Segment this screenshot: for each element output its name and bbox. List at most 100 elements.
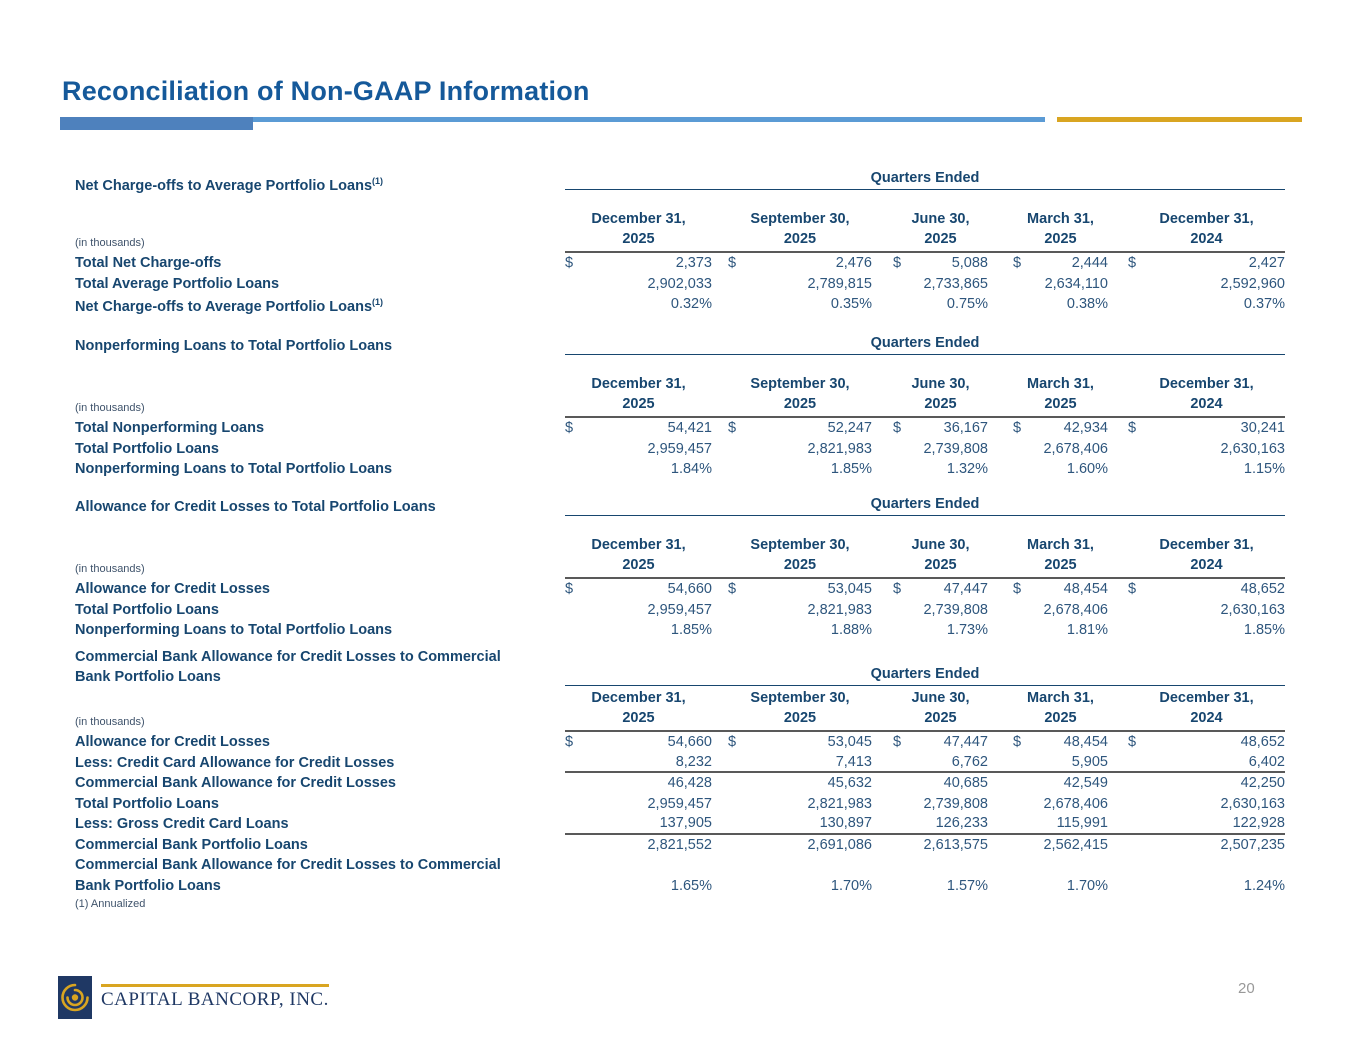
value-cell: 2,678,406 xyxy=(1013,796,1108,812)
value-cell: 2,959,457 xyxy=(565,796,712,812)
column-header-line: September 30, xyxy=(750,376,850,392)
cell-value: 42,934 xyxy=(1063,420,1108,437)
value-cell: $5,088 xyxy=(893,255,988,271)
value-cell: 2,630,163 xyxy=(1128,602,1285,618)
column-header-line: March 31, xyxy=(1027,537,1094,553)
cell-value: 2,630,163 xyxy=(1220,440,1285,457)
table-row: Allowance for Credit Losses $54,660 $53,04… xyxy=(75,579,1285,600)
row-label-line: Total Nonperforming Loans xyxy=(75,420,265,436)
table-row: Total Portfolio Loans 2,959,457 2,821,983 2… xyxy=(75,439,1285,460)
value-cell: 2,959,457 xyxy=(565,602,712,618)
cell-value: 45,632 xyxy=(827,775,872,792)
cell-value: 2,733,865 xyxy=(923,275,988,292)
value-cell: 2,613,575 xyxy=(893,837,988,853)
value-cell: $47,447 xyxy=(893,734,988,750)
cell-value: 2,613,575 xyxy=(923,836,988,853)
cell-value: 1.85% xyxy=(830,461,872,478)
column-header-line: December 31, xyxy=(591,690,686,706)
row-values: $54,660 $53,045 $47,447 $48,454 $48,652 xyxy=(565,732,1285,753)
value-cell: 2,821,983 xyxy=(728,441,872,457)
value-cell: 2,691,086 xyxy=(728,837,872,853)
value-cell: 130,897 xyxy=(728,815,872,831)
column-header: June 30, 2025 xyxy=(893,535,988,575)
title-underline-thick-blue xyxy=(60,117,253,130)
row-values: 2,902,033 2,789,815 2,733,865 2,634,110 2,59… xyxy=(565,274,1285,295)
row-values: 2,959,457 2,821,983 2,739,808 2,678,406 2,63… xyxy=(565,439,1285,460)
dollar-sign: $ xyxy=(565,255,574,272)
value-cell: $30,241 xyxy=(1128,420,1285,436)
cell-value: 2,821,983 xyxy=(807,440,872,457)
table-section: Commercial Bank Allowance for Credit Los… xyxy=(75,646,1285,896)
column-header: March 31, 2025 xyxy=(1013,374,1108,414)
row-label: Nonperforming Loans to Total Portfolio L… xyxy=(75,459,565,480)
value-cell: 2,562,415 xyxy=(1013,837,1108,853)
row-label: Total Portfolio Loans xyxy=(75,439,565,460)
row-label: Commercial Bank Portfolio Loans xyxy=(75,835,565,856)
value-cell: $2,373 xyxy=(565,255,712,271)
column-header: September 30, 2025 xyxy=(728,535,872,575)
row-label-line: Commercial Bank Portfolio Loans xyxy=(75,836,308,853)
row-label: Total Net Charge-offs xyxy=(75,253,565,274)
cell-value: 1.60% xyxy=(1066,461,1108,478)
row-label-line: Nonperforming Loans to Total Portfolio L… xyxy=(75,461,393,477)
column-header-line: 2025 xyxy=(1044,231,1077,247)
column-header-line: December 31, xyxy=(591,537,686,553)
value-cell: 2,678,406 xyxy=(1013,602,1108,618)
column-header-line: December 31, xyxy=(1159,690,1254,706)
dollar-sign: $ xyxy=(1013,734,1022,751)
company-name: CAPITAL BANCORP, INC. xyxy=(101,989,329,1010)
column-header: March 31, 2025 xyxy=(1013,535,1108,575)
column-header: September 30, 2025 xyxy=(728,209,872,249)
cell-value: 2,789,815 xyxy=(807,275,872,292)
column-header-line: 2024 xyxy=(1190,231,1223,247)
table-row: Commercial Bank Allowance for Credit Los… xyxy=(75,773,1285,794)
row-label-line: Allowance for Credit Losses xyxy=(75,581,270,597)
row-values: 8,232 7,413 6,762 5,905 6,402 xyxy=(565,753,1285,773)
value-cell: 137,905 xyxy=(565,815,712,831)
section-title-line: Net Charge-offs to Average Portfolio Loa… xyxy=(75,176,384,194)
row-label-line: Commercial Bank Allowance for Credit Los… xyxy=(75,857,501,873)
column-header: September 30, 2025 xyxy=(728,374,872,414)
header-spacer xyxy=(565,355,1285,372)
header-spacer xyxy=(565,516,1285,533)
column-header: December 31, 2024 xyxy=(1128,535,1285,575)
row-label-line: Nonperforming Loans to Total Portfolio L… xyxy=(75,622,393,638)
cell-value: 48,454 xyxy=(1063,581,1108,598)
table-row: Total Portfolio Loans 2,959,457 2,821,983 2… xyxy=(75,794,1285,815)
value-cell: $54,660 xyxy=(565,734,712,750)
value-cell: 2,821,983 xyxy=(728,796,872,812)
cell-value: 2,562,415 xyxy=(1043,836,1108,853)
value-cell: 2,678,406 xyxy=(1013,441,1108,457)
cell-value: 54,421 xyxy=(667,420,712,437)
column-header: December 31, 2025 xyxy=(565,374,712,414)
dollar-sign: $ xyxy=(1013,420,1022,437)
row-values: 1.84% 1.85% 1.32% 1.60% 1.15% xyxy=(565,459,1285,480)
value-cell: 2,959,457 xyxy=(565,441,712,457)
cell-value: 36,167 xyxy=(943,420,988,437)
cell-value: 53,045 xyxy=(827,581,872,598)
header-spacer xyxy=(565,190,1285,207)
column-header-line: 2024 xyxy=(1190,557,1223,573)
cell-value: 54,660 xyxy=(667,734,712,751)
cell-value: 1.88% xyxy=(830,622,872,639)
cell-value: 1.85% xyxy=(670,622,712,639)
value-cell: 2,634,110 xyxy=(1013,276,1108,292)
column-header: December 31, 2025 xyxy=(565,535,712,575)
cell-value: 6,402 xyxy=(1248,753,1285,770)
quarters-zone: Quarters Ended December 31, 2025 September … xyxy=(565,646,1285,732)
value-cell: 1.88% xyxy=(728,622,872,638)
column-header: March 31, 2025 xyxy=(1013,209,1108,249)
quarters-ended-label: Quarters Ended xyxy=(565,666,1285,686)
cell-value: 2,902,033 xyxy=(647,275,712,292)
column-header: June 30, 2025 xyxy=(893,688,988,728)
value-cell: 5,905 xyxy=(1013,754,1108,770)
cell-value: 46,428 xyxy=(667,775,712,792)
row-values: 2,821,552 2,691,086 2,613,575 2,562,415 2,50… xyxy=(565,835,1285,856)
cell-value: 52,247 xyxy=(827,420,872,437)
value-cell: $53,045 xyxy=(728,734,872,750)
cell-value: 2,739,808 xyxy=(923,440,988,457)
value-cell: 2,733,865 xyxy=(893,276,988,292)
value-cell: 42,250 xyxy=(1128,775,1285,791)
cell-value: 2,476 xyxy=(835,255,872,272)
column-header: March 31, 2025 xyxy=(1013,688,1108,728)
